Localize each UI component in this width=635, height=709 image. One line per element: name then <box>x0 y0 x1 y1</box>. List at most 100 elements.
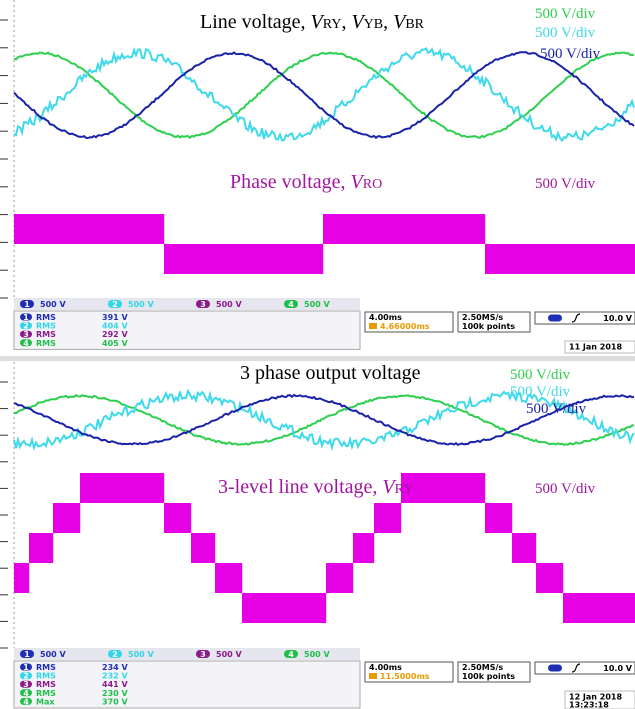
pwm-band <box>128 214 131 244</box>
pwm-band <box>530 244 533 274</box>
pwm-band <box>14 214 17 244</box>
pwm-band <box>590 244 593 274</box>
pwm-band <box>425 214 428 244</box>
position: 4.66000ms <box>380 322 430 331</box>
pwm-band <box>509 244 512 274</box>
pwm-band <box>44 533 47 563</box>
pwm-band <box>296 593 299 623</box>
pwm-band <box>338 563 341 593</box>
pwm-band <box>62 503 65 533</box>
pwm-band <box>611 244 614 274</box>
pwm-band <box>521 533 524 563</box>
pwm-band <box>26 563 29 593</box>
pwm-band <box>110 214 113 244</box>
pwm-band <box>146 214 149 244</box>
pwm-band <box>224 563 227 593</box>
pwm-band <box>353 533 356 563</box>
pwm-band <box>515 244 518 274</box>
pwm-band <box>398 214 401 244</box>
pwm-band <box>605 593 608 623</box>
pwm-band <box>560 563 563 593</box>
pwm-band <box>245 593 248 623</box>
channel-scale: 500 V <box>40 300 66 309</box>
pwm-band <box>92 214 95 244</box>
pwm-band <box>56 503 59 533</box>
pwm-band <box>617 593 620 623</box>
sample-rate: 2.50MS/s <box>462 313 503 322</box>
pwm-band <box>584 244 587 274</box>
pwm-band <box>32 214 35 244</box>
pwm-band <box>557 563 560 593</box>
pwm-band <box>284 244 287 274</box>
pwm-band <box>311 244 314 274</box>
channel-number: 2 <box>112 300 118 309</box>
pwm-band <box>428 473 431 503</box>
pwm-band <box>521 244 524 274</box>
pwm-band <box>554 244 557 274</box>
pwm-band <box>545 563 548 593</box>
pwm-band <box>614 593 617 623</box>
pwm-band <box>35 533 38 563</box>
pwm-band <box>200 533 203 563</box>
pwm-band <box>488 503 491 533</box>
pwm-band <box>455 214 458 244</box>
pwm-band <box>506 244 509 274</box>
pwm-band <box>500 244 503 274</box>
pwm-band <box>269 244 272 274</box>
pwm-band <box>551 244 554 274</box>
pwm-band <box>284 593 287 623</box>
pwm-band <box>362 533 365 563</box>
pwm-band <box>308 593 311 623</box>
pwm-band <box>536 244 539 274</box>
pwm-band <box>305 593 308 623</box>
channel-scale: 500 V <box>40 650 66 659</box>
pwm-band <box>374 214 377 244</box>
trigger-level: 10.0 V <box>603 664 633 673</box>
pwm-band <box>494 244 497 274</box>
pwm-band <box>530 533 533 563</box>
pwm-band <box>80 214 83 244</box>
pwm-band <box>113 473 116 503</box>
pwm-band <box>227 244 230 274</box>
pwm-band <box>608 593 611 623</box>
pwm-band <box>338 214 341 244</box>
pwm-band <box>68 503 71 533</box>
measurement-box <box>14 311 360 349</box>
trigger-badge <box>548 315 562 322</box>
measurement-value: 370 V <box>102 697 128 706</box>
pwm-band <box>248 593 251 623</box>
pwm-band <box>449 214 452 244</box>
pwm-band <box>155 214 158 244</box>
pwm-band <box>44 214 47 244</box>
pwm-band <box>374 503 377 533</box>
pwm-band <box>323 214 326 244</box>
pwm-band <box>260 244 263 274</box>
position-icon <box>369 323 377 329</box>
pwm-band <box>200 244 203 274</box>
pwm-band <box>380 503 383 533</box>
pwm-band <box>386 503 389 533</box>
pwm-band <box>587 244 590 274</box>
pwm-band <box>131 214 134 244</box>
pwm-band <box>65 503 68 533</box>
pwm-band <box>371 214 374 244</box>
pwm-band <box>593 593 596 623</box>
pwm-band <box>524 244 527 274</box>
pwm-band <box>590 593 593 623</box>
pwm-band <box>362 214 365 244</box>
pwm-band <box>566 593 569 623</box>
pwm-band <box>125 214 128 244</box>
pwm-band <box>74 214 77 244</box>
title: 3 phase output voltage <box>240 362 421 384</box>
pwm-band <box>416 473 419 503</box>
pwm-band <box>407 214 410 244</box>
pwm-band <box>221 563 224 593</box>
pwm-band <box>446 473 449 503</box>
measurement-label: Max <box>36 697 55 706</box>
pwm-band <box>341 563 344 593</box>
pwm-band <box>209 533 212 563</box>
pwm-band <box>344 563 347 593</box>
pwm-band <box>95 473 98 503</box>
title-part: Line voltage, <box>200 11 311 33</box>
pwm-band <box>152 473 155 503</box>
